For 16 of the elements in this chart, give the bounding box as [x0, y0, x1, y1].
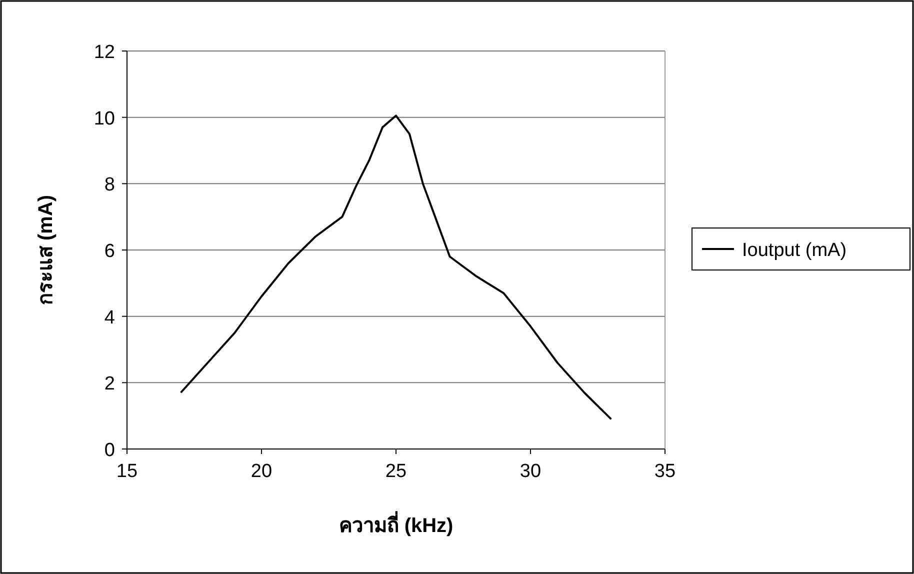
y-axis-title: กระแส (mA) — [35, 194, 57, 306]
y-tick-label: 2 — [104, 374, 115, 395]
legend-label: Ioutput (mA) — [742, 240, 847, 261]
y-tick-label: 6 — [104, 241, 115, 262]
x-tick-label: 20 — [250, 461, 272, 482]
x-tick-label: 35 — [654, 461, 676, 482]
y-tick-label: 12 — [94, 42, 115, 63]
x-tick-label: 25 — [385, 461, 407, 482]
y-tick-label: 10 — [94, 108, 115, 130]
y-tick-label: 0 — [104, 440, 115, 461]
y-tick-label: 4 — [104, 307, 116, 328]
line-series — [180, 114, 612, 420]
x-tick-label: 15 — [116, 461, 138, 482]
x-tick-label: 30 — [520, 461, 542, 482]
y-tick-label: 8 — [104, 174, 115, 196]
x-axis-title: ความถี่ (kHz) — [338, 510, 454, 537]
